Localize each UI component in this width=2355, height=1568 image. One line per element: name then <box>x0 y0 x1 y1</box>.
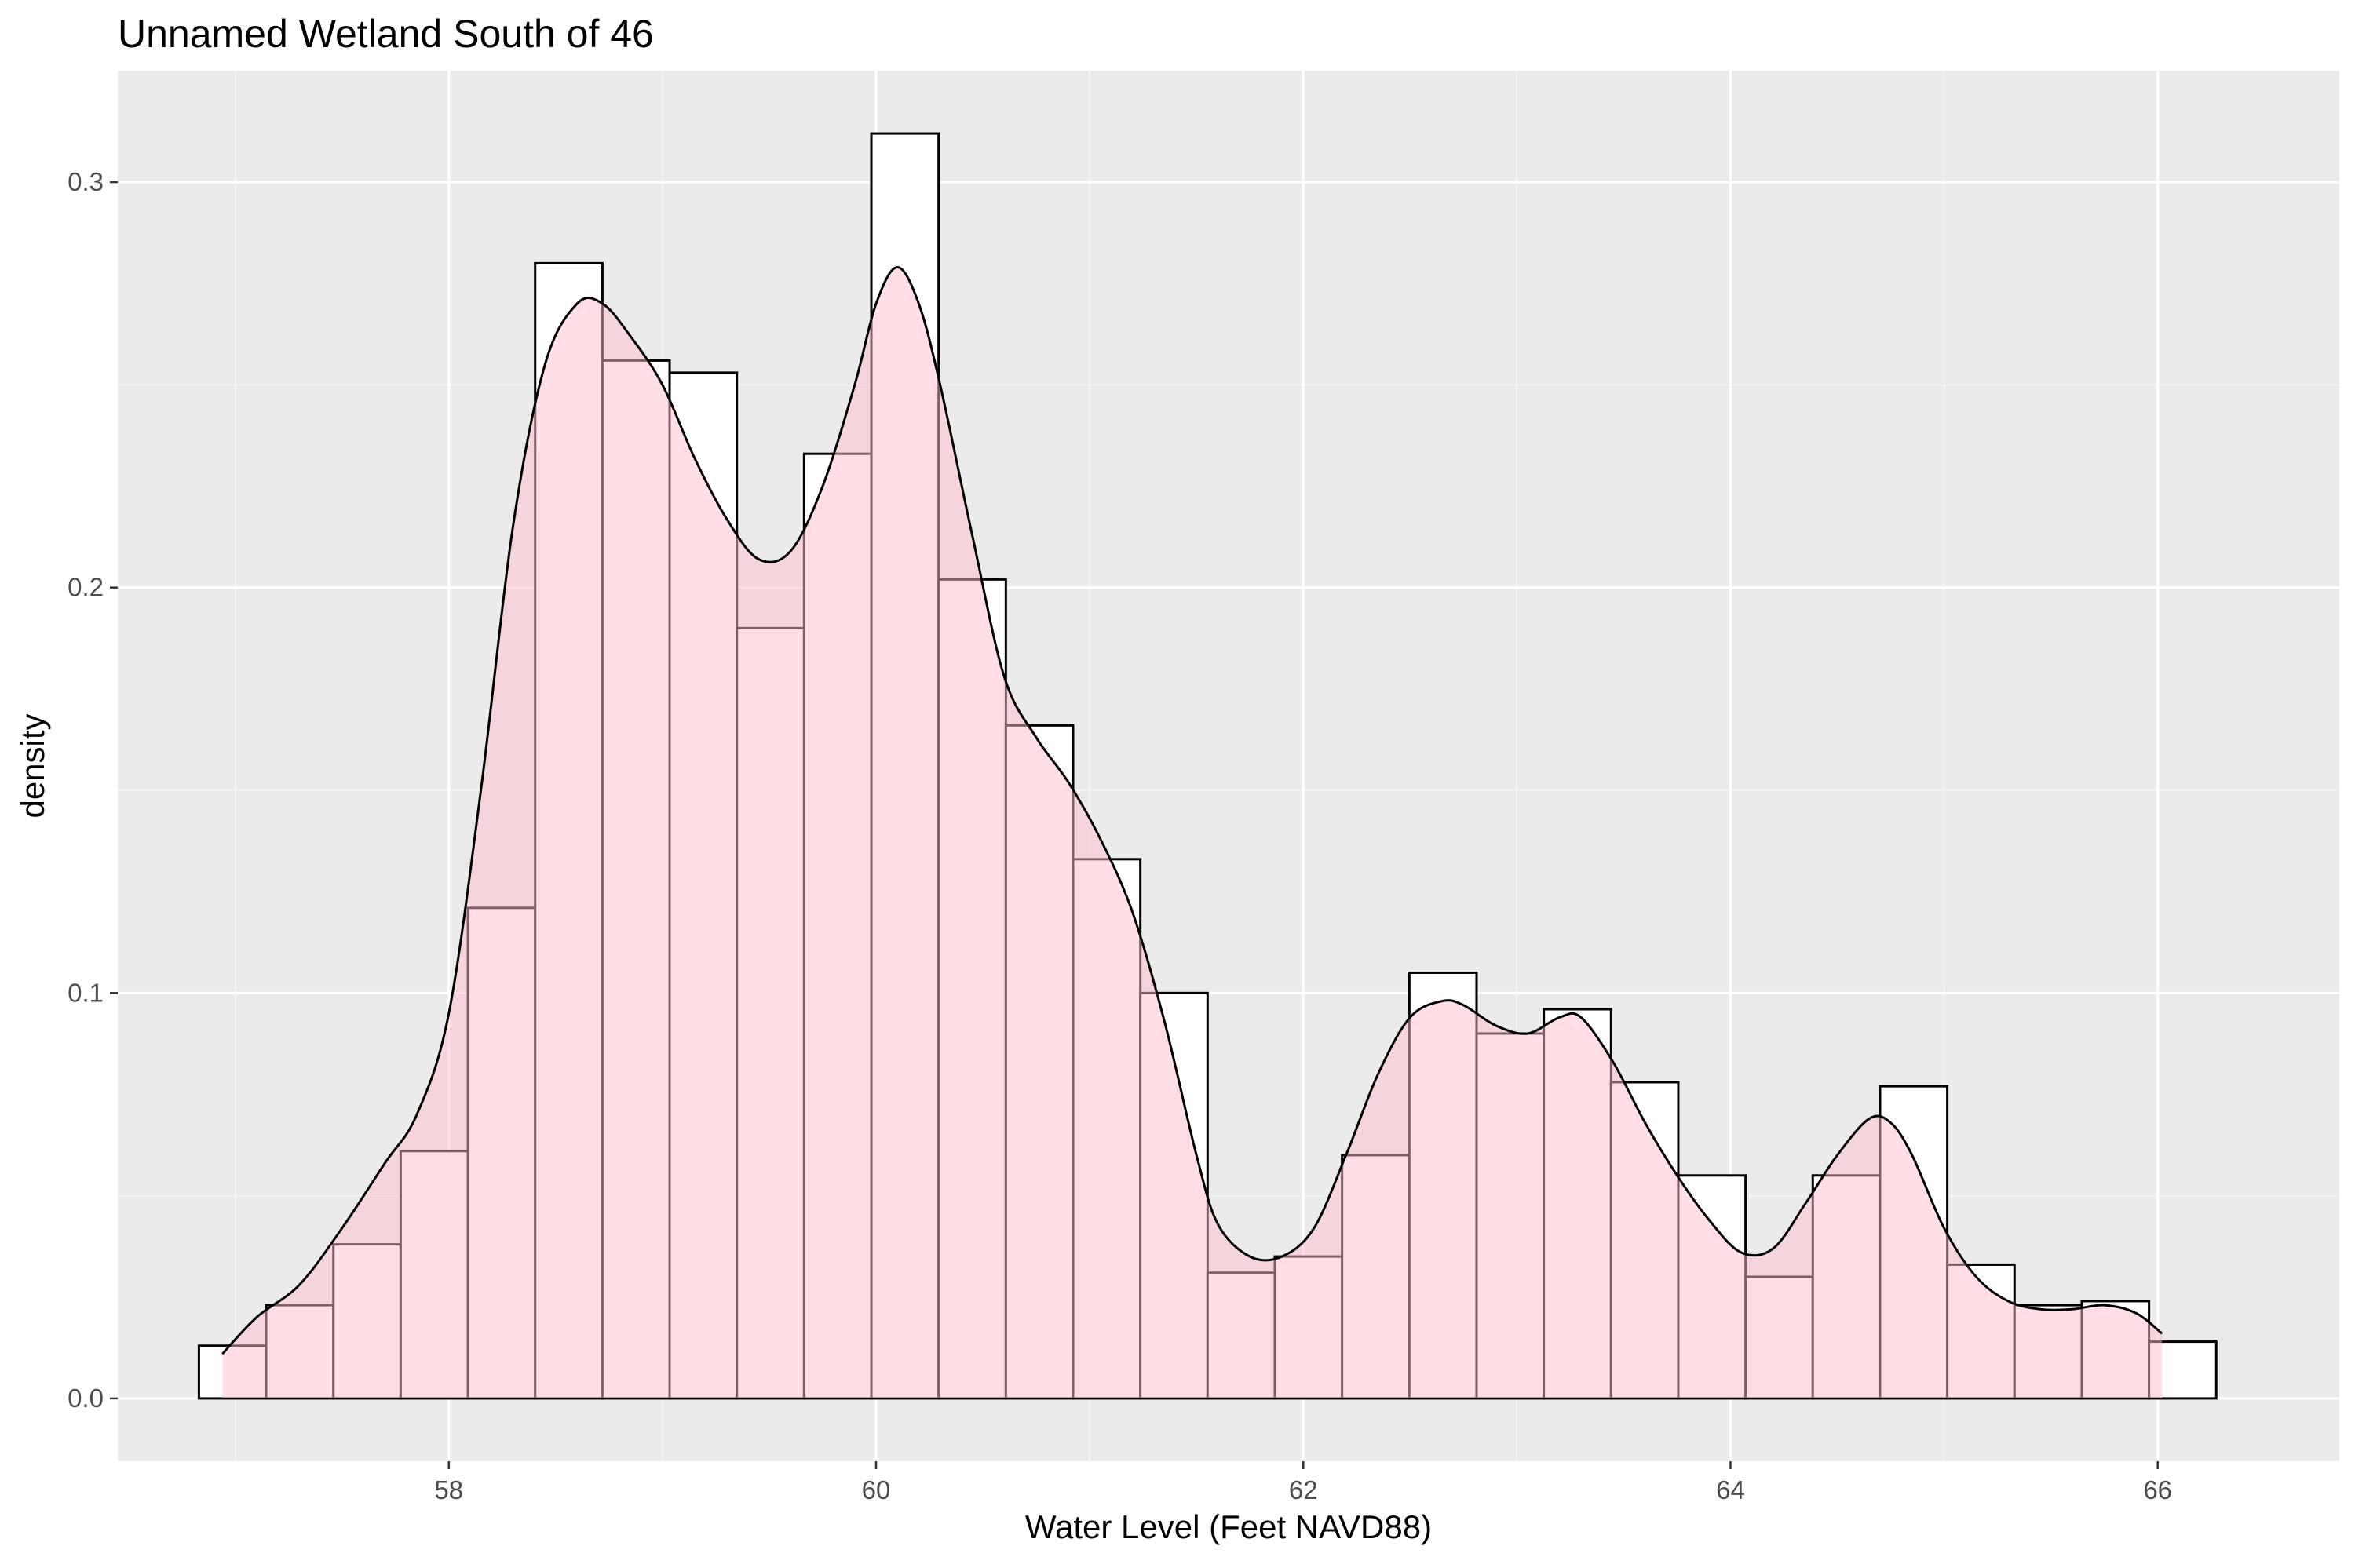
y-tick-label: 0.0 <box>68 1384 104 1413</box>
y-tick-label: 0.1 <box>68 978 104 1007</box>
x-tick-label: 58 <box>434 1475 463 1504</box>
chart-title: Unnamed Wetland South of 46 <box>118 12 654 56</box>
axis-tick-labels: 58 60 62 64 66 0.0 0.1 0.2 0.3 <box>68 167 2172 1504</box>
y-tick-label: 0.3 <box>68 167 104 196</box>
y-tick-label: 0.2 <box>68 573 104 602</box>
x-tick-label: 64 <box>1716 1475 1745 1504</box>
y-axis-title: density <box>14 713 51 818</box>
density-layer <box>221 266 2163 1398</box>
density-area <box>222 267 2163 1398</box>
density-curve <box>221 266 2163 1355</box>
x-tick-label: 66 <box>2143 1475 2172 1504</box>
x-tick-label: 62 <box>1289 1475 1318 1504</box>
axis-ticks <box>110 181 2159 1469</box>
x-tick-label: 60 <box>862 1475 891 1504</box>
x-axis-title: Water Level (Feet NAVD88) <box>1025 1508 1432 1545</box>
